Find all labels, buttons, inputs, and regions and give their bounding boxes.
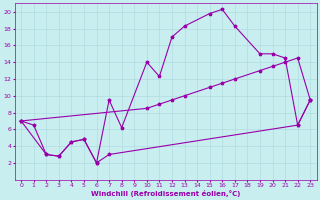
- X-axis label: Windchill (Refroidissement éolien,°C): Windchill (Refroidissement éolien,°C): [91, 190, 240, 197]
